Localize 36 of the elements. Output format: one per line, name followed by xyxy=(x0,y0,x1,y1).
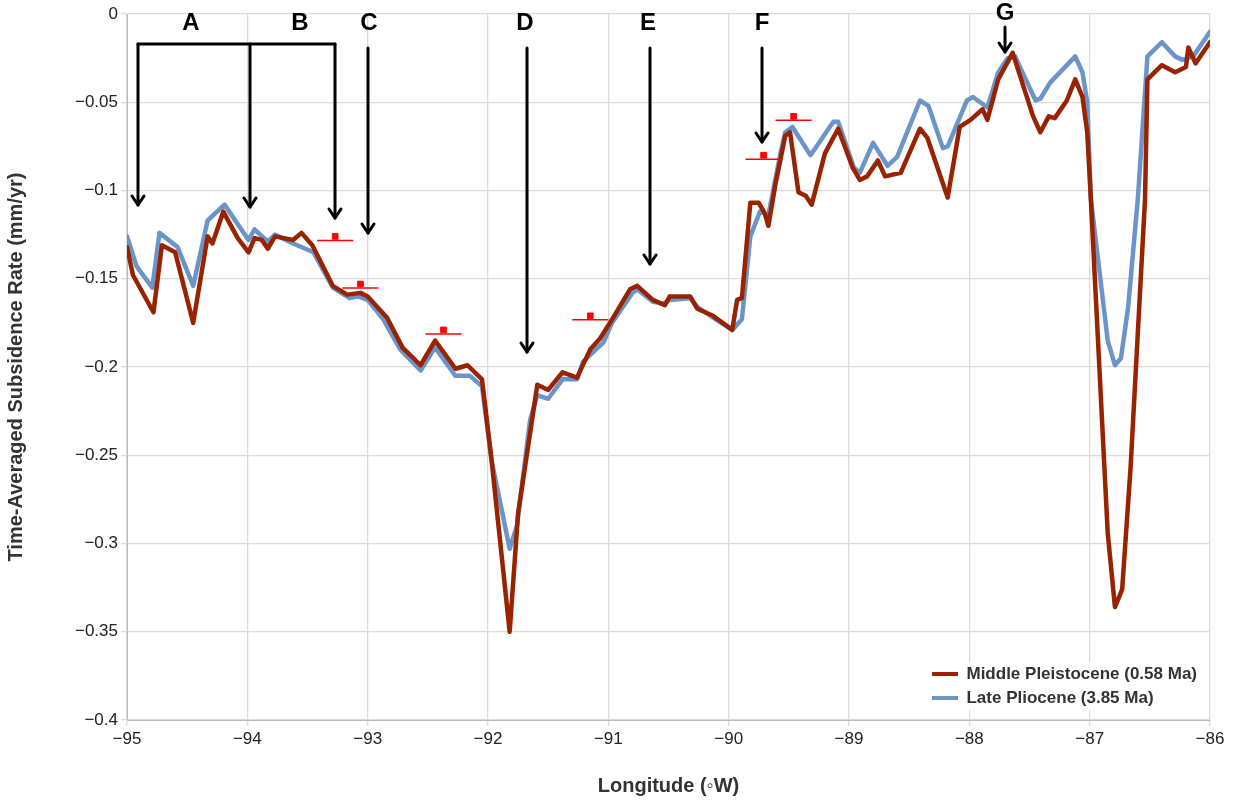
x-tick-label: −88 xyxy=(954,728,984,748)
annotation: A xyxy=(182,8,200,35)
x-tick-label: −90 xyxy=(714,728,744,748)
legend-label: Late Pliocene (3.85 Ma) xyxy=(966,688,1154,708)
annotation: G xyxy=(995,0,1015,25)
x-axis-title: Longitude (◦W) xyxy=(597,773,740,796)
y-tick-label: −0.35 xyxy=(74,621,118,641)
point xyxy=(331,233,339,240)
point xyxy=(760,151,767,159)
x-tick-label: −95 xyxy=(112,728,142,748)
y-tick-label: −0.25 xyxy=(74,444,118,464)
annotation: B xyxy=(291,8,309,35)
annotation: F xyxy=(754,8,770,35)
point xyxy=(357,280,364,288)
x-tick-label: −92 xyxy=(473,728,503,748)
y-tick-label: −0.1 xyxy=(84,180,118,200)
legend-label: Middle Pleistocene (0.58 Ma) xyxy=(966,664,1197,684)
x-tick-label: −93 xyxy=(353,728,383,748)
annotation: D xyxy=(516,8,534,35)
point xyxy=(440,326,447,334)
x-tick-label: −86 xyxy=(1195,728,1225,748)
x-tick-label: −91 xyxy=(593,728,623,748)
x-tick-label: −94 xyxy=(232,728,262,748)
y-tick-label: −0.2 xyxy=(84,356,118,376)
y-tick-label: −0.4 xyxy=(84,709,118,729)
annotation: C xyxy=(360,8,378,35)
y-tick-label: −0.05 xyxy=(74,91,118,111)
x-tick-label: −87 xyxy=(1075,728,1105,748)
y-axis-title: Time-Averaged Subsidence Rate (mm/yr) xyxy=(3,172,26,562)
y-tick-label: −0.3 xyxy=(84,533,118,553)
point xyxy=(790,113,797,120)
y-tick-label: −0.15 xyxy=(74,268,118,288)
point xyxy=(586,312,594,320)
y-tick-label: 0 xyxy=(108,3,118,23)
x-tick-label: −89 xyxy=(834,728,864,748)
annotation: E xyxy=(639,8,657,35)
